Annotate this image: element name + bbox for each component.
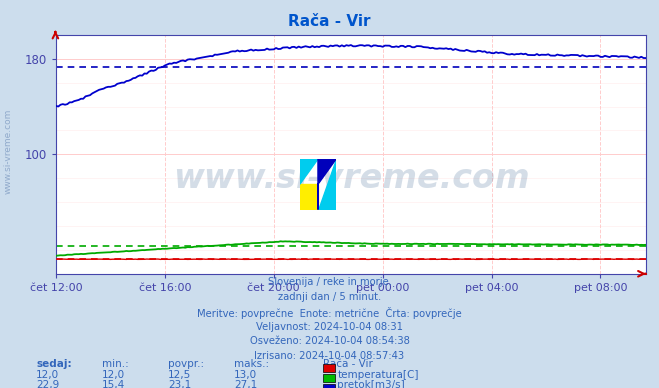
Text: Osveženo: 2024-10-04 08:54:38: Osveženo: 2024-10-04 08:54:38 [250, 336, 409, 346]
Text: temperatura[C]: temperatura[C] [337, 370, 419, 380]
Text: 13,0: 13,0 [234, 370, 257, 380]
Text: min.:: min.: [102, 359, 129, 369]
Text: 12,5: 12,5 [168, 370, 191, 380]
Text: 15,4: 15,4 [102, 380, 125, 388]
Polygon shape [318, 159, 336, 210]
Text: 22,9: 22,9 [36, 380, 59, 388]
Text: zadnji dan / 5 minut.: zadnji dan / 5 minut. [278, 292, 381, 302]
Text: Rača - Vir: Rača - Vir [288, 14, 371, 29]
Text: pretok[m3/s]: pretok[m3/s] [337, 380, 405, 388]
Bar [300, 184, 318, 210]
Text: www.si-vreme.com: www.si-vreme.com [4, 109, 13, 194]
Text: 12,0: 12,0 [102, 370, 125, 380]
Text: Veljavnost: 2024-10-04 08:31: Veljavnost: 2024-10-04 08:31 [256, 322, 403, 332]
Text: www.si-vreme.com: www.si-vreme.com [173, 161, 529, 195]
Text: Meritve: povprečne  Enote: metrične  Črta: povprečje: Meritve: povprečne Enote: metrične Črta:… [197, 307, 462, 319]
Text: sedaj:: sedaj: [36, 359, 72, 369]
Text: Izrisano: 2024-10-04 08:57:43: Izrisano: 2024-10-04 08:57:43 [254, 351, 405, 361]
Text: 27,1: 27,1 [234, 380, 257, 388]
Polygon shape [300, 159, 318, 184]
Text: 12,0: 12,0 [36, 370, 59, 380]
Text: 23,1: 23,1 [168, 380, 191, 388]
Polygon shape [318, 159, 336, 210]
Text: Rača - Vir: Rača - Vir [323, 359, 373, 369]
Text: povpr.:: povpr.: [168, 359, 204, 369]
Text: maks.:: maks.: [234, 359, 269, 369]
Text: Slovenija / reke in morje.: Slovenija / reke in morje. [268, 277, 391, 288]
